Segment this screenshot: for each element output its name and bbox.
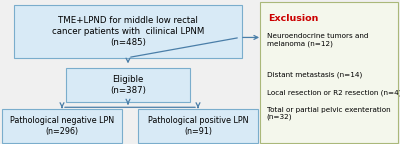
FancyBboxPatch shape	[138, 109, 258, 143]
Text: Exclusion: Exclusion	[268, 14, 318, 23]
Text: Local resection or R2 resection (n=4): Local resection or R2 resection (n=4)	[267, 89, 400, 96]
Text: Neuroendocrine tumors and
melanoma (n=12): Neuroendocrine tumors and melanoma (n=12…	[267, 33, 368, 47]
Text: Pathological positive LPN
(n=91): Pathological positive LPN (n=91)	[148, 116, 248, 136]
Text: TME+LPND for middle low rectal
cancer patients with  cilinical LPNM
(n=485): TME+LPND for middle low rectal cancer pa…	[52, 16, 204, 47]
FancyBboxPatch shape	[14, 5, 242, 58]
Text: Pathological negative LPN
(n=296): Pathological negative LPN (n=296)	[10, 116, 114, 136]
FancyBboxPatch shape	[66, 68, 190, 102]
Text: Total or partial pelvic exenteration
(n=32): Total or partial pelvic exenteration (n=…	[267, 107, 390, 120]
FancyBboxPatch shape	[260, 2, 398, 143]
Text: Distant metastasis (n=14): Distant metastasis (n=14)	[267, 72, 362, 78]
FancyBboxPatch shape	[2, 109, 122, 143]
Text: Eligible
(n=387): Eligible (n=387)	[110, 75, 146, 95]
